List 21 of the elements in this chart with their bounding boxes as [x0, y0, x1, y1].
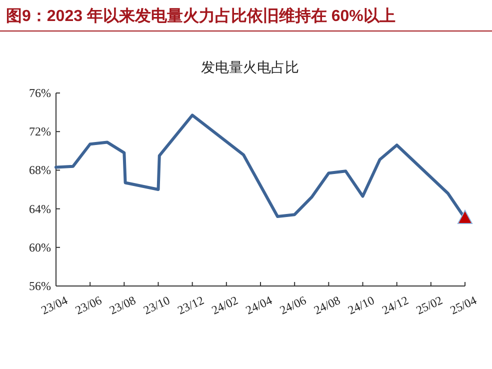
x-tick-label: 23/06: [73, 293, 104, 318]
chart-subtitle: 发电量火电占比: [201, 59, 299, 75]
x-tick-label: 24/04: [244, 293, 274, 318]
y-tick-label: 56%: [29, 279, 51, 293]
y-tick-label: 64%: [29, 202, 51, 216]
x-tick-label: 23/12: [175, 293, 206, 318]
y-tick-label: 76%: [29, 86, 51, 100]
x-tick-label: 24/12: [380, 293, 411, 318]
y-tick-label: 60%: [29, 240, 51, 254]
x-tick-label: 25/02: [414, 293, 445, 318]
chart-title: 图9：2023 年以来发电量火力占比依旧维持在 60%以上: [6, 7, 396, 25]
x-tick-label: 24/08: [312, 293, 342, 318]
x-tick-label: 24/06: [278, 293, 308, 318]
x-tick-label: 25/04: [448, 293, 479, 318]
y-tick-label: 68%: [29, 163, 51, 178]
x-tick-label: 24/10: [346, 293, 376, 318]
y-tick-label: 72%: [29, 124, 51, 139]
x-tick-label: 23/04: [39, 293, 70, 318]
x-tick-label: 23/10: [141, 293, 172, 318]
x-tick-label: 24/02: [209, 293, 240, 318]
x-tick-label: 23/08: [107, 293, 138, 318]
